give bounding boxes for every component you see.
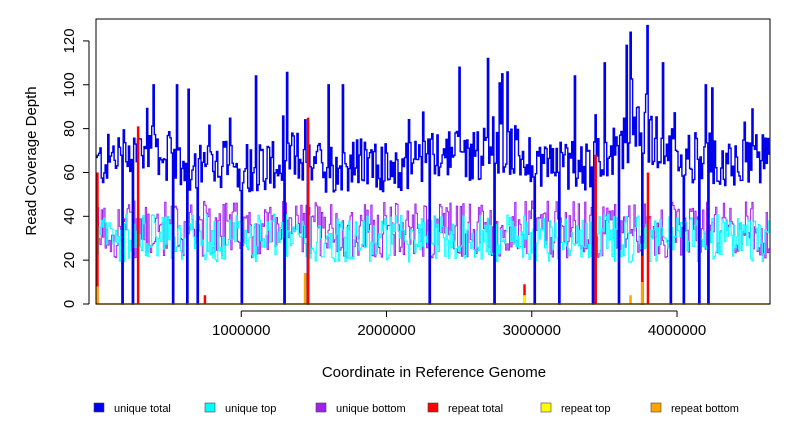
axes-layer: 1000000 2000000 3000000 4000000 0 20 40 60 80 100… [61, 28, 706, 339]
legend-item-repeat-total: repeat total [427, 402, 503, 415]
legend-item-unique-total: unique total [93, 402, 171, 415]
legend-swatch [427, 402, 439, 413]
series-unique-top [96, 213, 770, 305]
series-unique-total [96, 24, 770, 305]
y-tick-label: 60 [61, 164, 78, 181]
y-tick-label: 0 [61, 300, 78, 308]
legend: unique total unique top unique bottom repea… [93, 402, 739, 415]
y-tick-label: 80 [61, 120, 78, 137]
series-unique-bottom [96, 200, 770, 305]
legend-label: unique top [225, 403, 276, 415]
legend-label: repeat total [448, 403, 503, 415]
series-layer [96, 24, 770, 305]
y-tick-label: 100 [61, 72, 78, 97]
y-axis-label: Read Coverage Depth [23, 86, 40, 235]
x-tick-label: 4000000 [648, 322, 706, 339]
legend-swatch [204, 402, 216, 413]
legend-swatch [650, 402, 662, 413]
x-tick-label: 3000000 [503, 322, 561, 339]
y-tick-label: 40 [61, 208, 78, 225]
legend-item-repeat-bottom: repeat bottom [650, 402, 739, 415]
legend-item-unique-bottom: unique bottom [315, 402, 406, 415]
x-tick-label: 1000000 [212, 322, 270, 339]
legend-swatch [93, 402, 105, 413]
y-tick-label: 120 [61, 28, 78, 53]
x-tick-label: 2000000 [357, 322, 415, 339]
plot-frame [95, 18, 771, 305]
legend-item-repeat-top: repeat top [540, 402, 611, 415]
legend-swatch [315, 402, 327, 413]
legend-item-unique-top: unique top [204, 402, 276, 415]
x-axis-label: Coordinate in Reference Genome [322, 364, 546, 381]
y-tick-label: 20 [61, 252, 78, 269]
legend-label: repeat top [561, 403, 611, 415]
legend-label: unique bottom [336, 403, 406, 415]
legend-label: repeat bottom [671, 403, 739, 415]
legend-label: unique total [114, 403, 171, 415]
legend-swatch [540, 402, 552, 413]
